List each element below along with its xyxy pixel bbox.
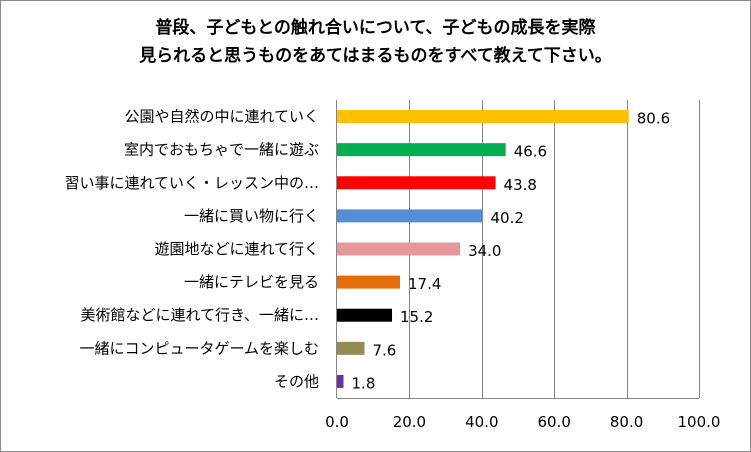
value-label-3: 43.8 <box>504 176 537 194</box>
x-tick-label-3: 60.0 <box>537 413 570 431</box>
bar-1 <box>337 110 629 124</box>
value-label-8: 7.6 <box>373 341 397 359</box>
x-tick-label-1: 20.0 <box>393 413 426 431</box>
bar-4 <box>337 209 483 223</box>
category-label-3: 習い事に連れていく・レッスン中の… <box>64 174 319 192</box>
value-label-1: 80.6 <box>637 110 670 128</box>
x-tick-label-2: 40.0 <box>465 413 498 431</box>
chart-title-line-2: 見られると思うものをあてはまるものをすべて教えて下さい。 <box>139 46 612 66</box>
x-tick-label-4: 80.0 <box>610 413 643 431</box>
value-label-6: 17.4 <box>408 275 441 293</box>
value-label-5: 34.0 <box>468 242 501 260</box>
value-label-7: 15.2 <box>400 308 433 326</box>
bar-2 <box>337 143 506 157</box>
value-label-9: 1.8 <box>352 374 376 392</box>
chart-title: 普段、子どもとの触れ合いについて、子どもの成長を実際 見られると思うものをあては… <box>0 14 751 70</box>
x-tick-label-0: 0.0 <box>325 413 349 431</box>
bar-8 <box>337 341 365 355</box>
x-tick-label-5: 100.0 <box>678 413 721 431</box>
category-label-9: その他 <box>274 372 319 390</box>
bar-3 <box>337 176 496 190</box>
value-label-4: 40.2 <box>491 209 524 227</box>
category-label-1: 公園や自然の中に連れていく <box>124 108 319 126</box>
bar-9 <box>337 374 344 388</box>
category-label-5: 遊園地などに連れて行く <box>154 240 319 258</box>
chart-title-line-1: 普段、子どもとの触れ合いについて、子どもの成長を実際 <box>155 18 596 38</box>
category-label-4: 一緒に買い物に行く <box>184 207 319 225</box>
bar-5 <box>337 242 461 256</box>
value-label-2: 46.6 <box>514 143 547 161</box>
category-label-6: 一緒にテレビを見る <box>184 273 319 291</box>
category-label-2: 室内でおもちゃで一緒に遊ぶ <box>124 141 319 159</box>
bar-7 <box>337 308 393 322</box>
category-label-7: 美術館などに連れて行き、一緒に… <box>80 306 319 324</box>
bar-6 <box>337 275 400 289</box>
category-label-8: 一緒にコンピュータゲームを楽しむ <box>79 339 319 357</box>
